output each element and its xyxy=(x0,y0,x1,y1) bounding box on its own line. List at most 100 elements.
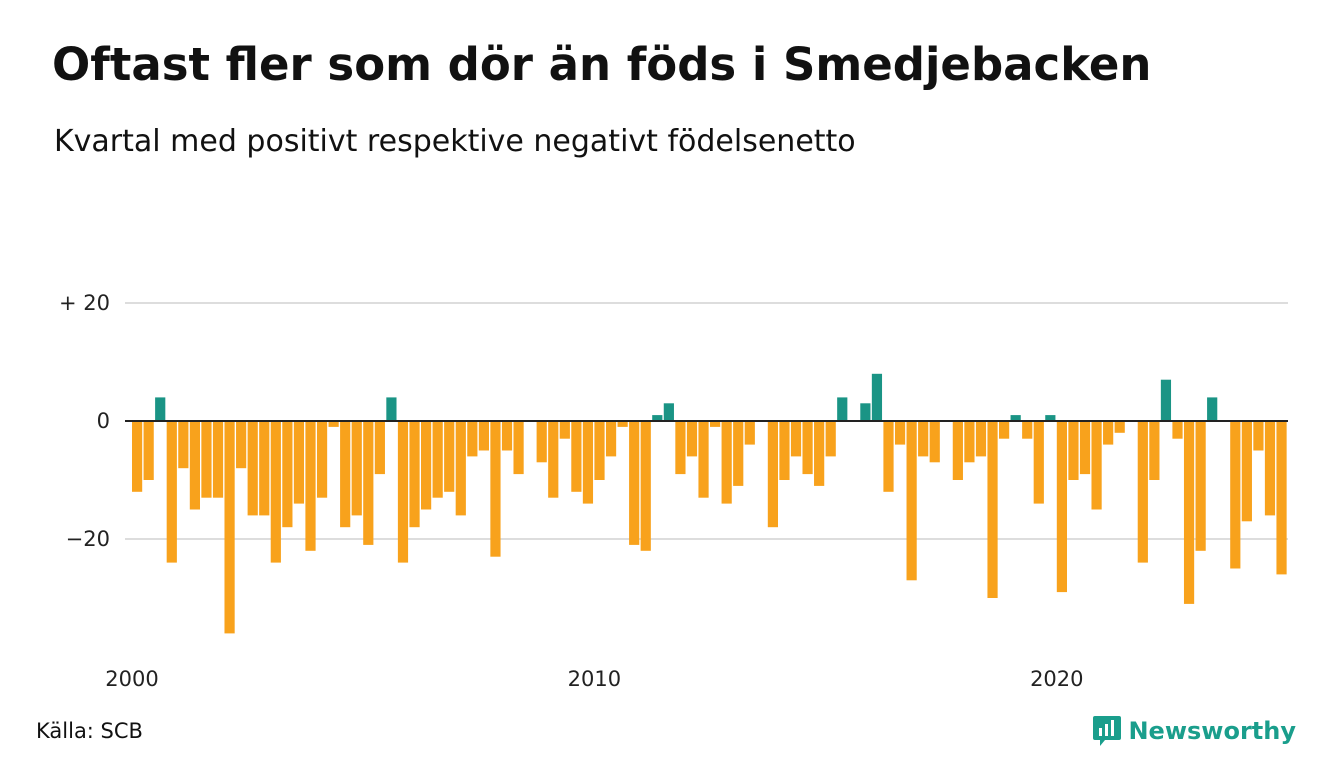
bar-negative xyxy=(478,421,489,451)
bar-negative xyxy=(629,421,640,545)
bar-negative xyxy=(929,421,940,463)
bar-negative xyxy=(1022,421,1033,439)
bar-negative xyxy=(1103,421,1114,445)
y-tick-label: 0 xyxy=(97,409,110,433)
bar-positive xyxy=(386,397,397,421)
chart-subtitle: Kvartal med positivt respektive negativt… xyxy=(54,124,856,159)
bar-negative xyxy=(143,421,154,480)
bar-negative xyxy=(987,421,998,598)
bar-negative xyxy=(779,421,790,480)
bar-negative xyxy=(1172,421,1183,439)
bar-negative xyxy=(744,421,755,445)
bar-negative xyxy=(1079,421,1091,475)
bar-series xyxy=(132,373,1287,634)
bar-negative xyxy=(212,421,224,498)
bar-negative xyxy=(675,421,686,475)
bar-positive xyxy=(1160,379,1172,421)
bar-negative xyxy=(825,421,836,457)
newsworthy-logo-icon xyxy=(1093,716,1122,746)
bar-negative xyxy=(918,421,929,457)
bar-negative xyxy=(640,421,651,551)
bar-negative xyxy=(964,421,975,463)
bar-negative xyxy=(247,421,258,516)
bar-positive xyxy=(1045,415,1056,421)
chart-title: Oftast fler som dör än föds i Smedjeback… xyxy=(52,38,1152,91)
bar-positive xyxy=(652,415,663,421)
grid-lines xyxy=(125,302,1288,540)
bar-negative xyxy=(397,421,409,563)
bar-negative xyxy=(189,421,200,510)
bar-negative xyxy=(316,421,328,498)
bar-negative xyxy=(952,421,963,480)
bar-positive xyxy=(663,403,674,421)
bar-negative xyxy=(444,421,455,492)
bar-negative xyxy=(710,421,721,427)
bar-negative xyxy=(1114,421,1125,433)
bar-negative xyxy=(374,421,385,475)
bar-negative xyxy=(455,421,466,516)
bar-negative xyxy=(883,421,894,492)
bar-negative xyxy=(305,421,316,551)
bar-negative xyxy=(582,421,594,504)
bar-negative xyxy=(686,421,698,457)
bar-negative xyxy=(282,421,293,528)
bar-negative xyxy=(802,421,813,475)
bar-negative xyxy=(1276,421,1287,575)
bar-negative xyxy=(236,421,247,469)
bar-negative xyxy=(733,421,744,486)
y-tick-label: −20 xyxy=(66,527,110,551)
bar-negative xyxy=(432,421,443,498)
bar-negative xyxy=(490,421,501,557)
brand-name: Newsworthy xyxy=(1128,717,1296,745)
bar-positive xyxy=(1010,415,1021,421)
bar-positive xyxy=(837,397,848,421)
bar-negative xyxy=(767,421,778,528)
bar-negative xyxy=(975,421,987,457)
x-axis-ticks: 2000 2010 2020 xyxy=(105,667,1083,691)
bar-negative xyxy=(467,421,478,457)
x-tick-label: 2000 xyxy=(105,667,158,691)
bar-negative xyxy=(1183,421,1195,604)
bar-negative xyxy=(1056,421,1067,593)
bar-positive xyxy=(155,397,166,421)
y-tick-label: + 20 xyxy=(59,291,110,315)
bar-negative xyxy=(559,421,570,439)
bar-negative xyxy=(594,421,605,480)
bar-negative xyxy=(201,421,212,498)
x-tick-label: 2010 xyxy=(568,667,621,691)
bar-positive xyxy=(860,403,871,421)
bar-negative xyxy=(340,421,351,528)
bar-negative xyxy=(178,421,189,469)
bar-negative xyxy=(548,421,559,498)
bar-positive xyxy=(871,373,883,421)
bar-negative xyxy=(293,421,305,504)
bar-negative xyxy=(1230,421,1241,569)
bar-negative xyxy=(166,421,177,563)
bar-negative xyxy=(1264,421,1276,516)
brand-logo[interactable]: Newsworthy xyxy=(1092,714,1296,748)
bar-negative xyxy=(501,421,513,451)
bar-negative xyxy=(894,421,906,445)
bar-negative xyxy=(906,421,917,581)
bar-negative xyxy=(1149,421,1160,480)
bar-positive xyxy=(1207,397,1218,421)
bar-negative xyxy=(224,421,235,634)
bar-negative xyxy=(1068,421,1079,480)
bar-negative xyxy=(363,421,374,545)
bar-chart: + 20 0 −20 2000 2010 2020 xyxy=(59,291,1288,691)
bar-negative xyxy=(1195,421,1206,551)
bar-negative xyxy=(270,421,281,563)
bar-negative xyxy=(132,421,143,492)
bar-negative xyxy=(698,421,709,498)
bar-negative xyxy=(259,421,270,516)
x-tick-label: 2020 xyxy=(1030,667,1083,691)
bar-negative xyxy=(1033,421,1044,504)
bar-negative xyxy=(513,421,524,475)
bar-negative xyxy=(1241,421,1252,522)
bar-negative xyxy=(605,421,617,457)
bar-negative xyxy=(351,421,362,516)
bar-negative xyxy=(999,421,1010,439)
bar-negative xyxy=(790,421,802,457)
bar-negative xyxy=(721,421,732,504)
bar-negative xyxy=(421,421,432,510)
